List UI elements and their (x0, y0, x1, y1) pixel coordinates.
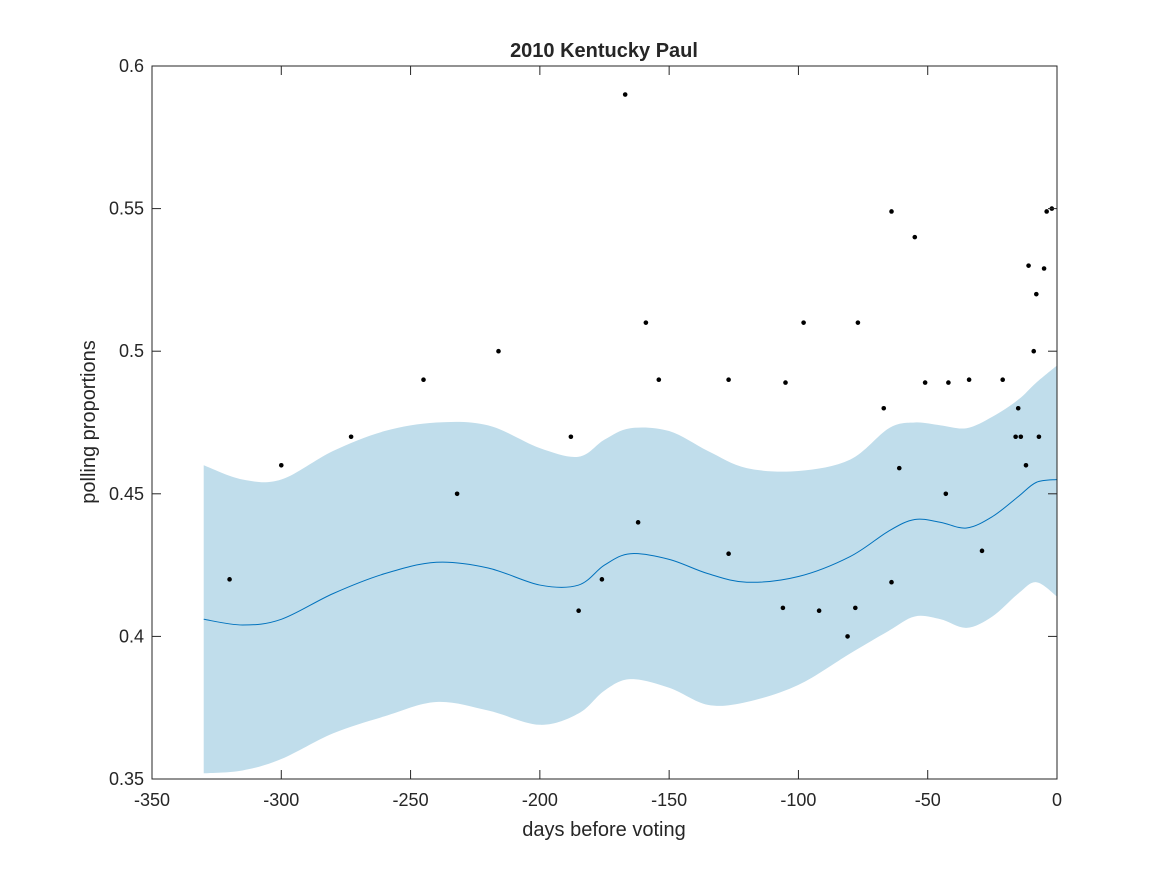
data-point (1000, 377, 1005, 383)
y-tick-label: 0.35 (109, 769, 144, 789)
data-point (1026, 263, 1031, 268)
x-tick-label: -150 (651, 790, 687, 810)
trend-line (203, 479, 1058, 626)
data-point (1044, 209, 1049, 214)
data-point (1034, 291, 1039, 297)
data-point (568, 434, 574, 440)
data-point (979, 548, 985, 554)
x-tick-label: -350 (134, 790, 170, 810)
x-axis-label: days before voting (522, 819, 685, 841)
x-tick-label: -100 (780, 790, 816, 810)
data-point (622, 92, 628, 97)
data-point (599, 577, 605, 582)
data-point (912, 234, 918, 240)
data-point (726, 377, 731, 383)
data-point (421, 377, 426, 383)
data-point (726, 551, 731, 556)
data-point (1013, 434, 1018, 440)
x-tick-label: -300 (263, 790, 299, 810)
x-tick-label: -250 (393, 790, 429, 810)
data-point (943, 491, 949, 497)
data-point (889, 209, 894, 214)
data-point (635, 520, 641, 525)
data-point (801, 320, 806, 325)
confidence-band-layer (203, 365, 1057, 774)
data-point (853, 605, 858, 611)
y-tick-label: 0.45 (109, 484, 144, 504)
data-point (780, 605, 786, 611)
data-point (1015, 405, 1021, 411)
data-point (889, 579, 894, 585)
x-tick-label: -50 (915, 790, 941, 810)
data-point (1023, 462, 1029, 468)
data-point (816, 608, 822, 614)
data-point (496, 348, 501, 354)
y-tick-label: 0.6 (119, 56, 144, 76)
confidence-band (203, 365, 1057, 774)
data-point (845, 634, 850, 639)
data-point (576, 608, 581, 614)
y-tick-label: 0.55 (109, 199, 144, 219)
chart-title: 2010 Kentucky Paul (510, 40, 698, 62)
data-point (855, 320, 861, 325)
data-point (643, 320, 649, 325)
data-point (278, 462, 284, 468)
data-point (783, 380, 788, 385)
data-point (1018, 434, 1024, 440)
y-tick-label: 0.5 (119, 341, 144, 361)
scatter-points-layer (227, 92, 1055, 639)
data-point (966, 377, 972, 383)
data-point (946, 380, 951, 385)
data-point (922, 380, 928, 385)
data-point (1036, 434, 1042, 440)
x-tick-label: 0 (1052, 790, 1062, 810)
data-point (454, 491, 460, 497)
y-axis-label: polling proportions (78, 340, 100, 503)
data-point (1041, 266, 1047, 271)
y-tick-label: 0.4 (119, 626, 144, 646)
axis-ticks-layer: -350 -300 -250 -200 -150 -100 -50 0 0.35 0.4 0.45 0… (109, 56, 1062, 810)
data-point (656, 377, 662, 383)
data-point (881, 405, 887, 411)
data-point (1031, 348, 1037, 354)
data-point (227, 577, 232, 582)
plot-box (151, 65, 1058, 780)
data-point (348, 434, 354, 440)
data-point (896, 465, 902, 471)
x-tick-label: -200 (522, 790, 558, 810)
trend-line-layer (203, 479, 1058, 626)
